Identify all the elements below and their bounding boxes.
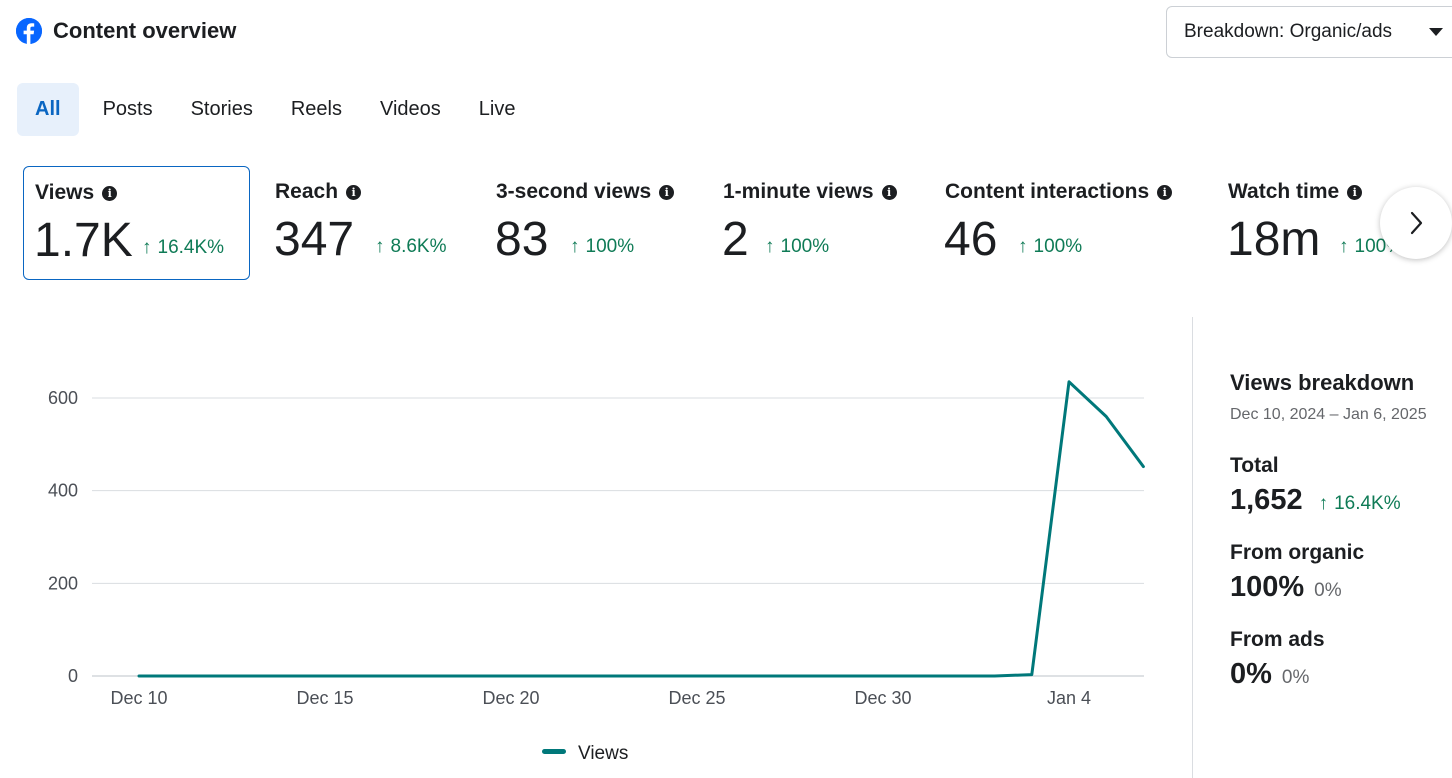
tab-all[interactable]: All: [17, 83, 79, 136]
metric-change: ↑ 100%: [1018, 236, 1082, 258]
chevron-right-icon: [1410, 211, 1423, 235]
info-icon[interactable]: i: [881, 184, 897, 200]
views-breakdown-panel: Views breakdown Dec 10, 2024 – Jan 6, 20…: [1230, 370, 1452, 691]
metric-title: Reach i: [275, 180, 362, 204]
x-tick-label: Dec 30: [854, 688, 911, 708]
metric-change-text: 16.4K%: [157, 237, 225, 258]
metric-title: 3-second views i: [496, 180, 675, 204]
breakdown-dropdown[interactable]: Breakdown: Organic/ads: [1166, 6, 1452, 58]
metric-card-views[interactable]: Views i 1.7K ↑ 16.4K%: [23, 166, 250, 280]
x-tick-label: Dec 15: [296, 688, 353, 708]
metric-change: ↑ 8.6K%: [375, 236, 446, 258]
breakdown-title: Views breakdown: [1230, 370, 1415, 395]
info-icon[interactable]: i: [1347, 184, 1363, 200]
up-arrow-icon: ↑: [142, 237, 152, 258]
x-tick-label: Dec 20: [482, 688, 539, 708]
breakdown-date-range: Dec 10, 2024 – Jan 6, 2025: [1230, 406, 1427, 423]
organic-label: From organic: [1230, 541, 1365, 564]
breakdown-dropdown-label: Breakdown: Organic/ads: [1184, 21, 1393, 42]
metric-value: 83: [495, 213, 549, 266]
metric-card-1-minute-views[interactable]: 1-minute views i 2 ↑ 100%: [712, 166, 918, 280]
metric-title-text: Views: [35, 181, 95, 204]
info-icon[interactable]: i: [659, 184, 675, 200]
metric-change: ↑ 16.4K%: [142, 237, 224, 259]
metric-title-text: Content interactions: [945, 180, 1150, 203]
info-icon[interactable]: i: [102, 185, 118, 201]
up-arrow-icon: ↑: [1318, 493, 1329, 514]
metric-value: 1.7K: [34, 214, 133, 267]
total-row: 1,652 ↑ 16.4K%: [1230, 484, 1452, 517]
tab-reels[interactable]: Reels: [290, 98, 342, 120]
total-change: ↑ 16.4K%: [1319, 493, 1401, 515]
facebook-icon: [16, 18, 42, 44]
views-series-line[interactable]: [137, 380, 1145, 678]
y-tick-label: 200: [48, 573, 78, 593]
metric-card-reach[interactable]: Reach i 347 ↑ 8.6K%: [264, 166, 469, 280]
metric-title: 1-minute views i: [723, 180, 897, 204]
up-arrow-icon: ↑: [375, 236, 385, 257]
y-tick-label: 600: [48, 388, 78, 408]
content-type-tabs: All Posts Stories Reels Videos Live: [17, 83, 539, 136]
metric-value: 46: [944, 213, 998, 266]
metric-change-text: 100%: [1033, 236, 1083, 257]
metric-value: 18m: [1227, 213, 1321, 266]
metric-change: ↑ 100%: [570, 236, 634, 258]
metric-card-watch-time[interactable]: Watch time i 18m ↑ 100%: [1217, 166, 1452, 280]
metric-title: Watch time i: [1228, 180, 1363, 204]
total-value: 1,652: [1230, 484, 1303, 516]
metric-change-text: 8.6K%: [390, 236, 447, 257]
ads-value: 0%: [1230, 658, 1272, 690]
ads-change: 0%: [1281, 667, 1310, 688]
legend-swatch: [542, 749, 566, 754]
ads-label: From ads: [1230, 628, 1325, 651]
x-tick-label: Dec 25: [668, 688, 725, 708]
page-title: Content overview: [53, 18, 237, 43]
metric-value: 347: [274, 213, 355, 266]
up-arrow-icon: ↑: [765, 236, 775, 257]
tab-posts[interactable]: Posts: [102, 98, 153, 120]
info-icon[interactable]: i: [346, 184, 362, 200]
ads-row: 0% 0%: [1230, 658, 1452, 691]
total-change-text: 16.4K%: [1334, 493, 1401, 514]
metric-change: ↑ 100%: [765, 236, 829, 258]
metric-card-content-interactions[interactable]: Content interactions i 46 ↑ 100%: [934, 166, 1204, 280]
x-tick-label: Dec 10: [110, 688, 167, 708]
y-tick-label: 400: [48, 481, 78, 501]
up-arrow-icon: ↑: [1018, 236, 1028, 257]
metric-title-text: 3-second views: [496, 180, 652, 203]
metric-value: 2: [722, 213, 749, 266]
metric-change-text: 100%: [780, 236, 830, 257]
metric-title-text: Reach: [275, 180, 339, 203]
legend-label: Views: [578, 743, 628, 764]
metric-title: Views i: [35, 181, 118, 205]
views-line-chart: 0 200 400 600 Dec 10 Dec 15 Dec 20 Dec 25 Dec 3…: [48, 380, 1145, 764]
next-metrics-button[interactable]: [1380, 187, 1452, 259]
organic-row: 100% 0%: [1230, 571, 1452, 604]
metric-card-3-second-views[interactable]: 3-second views i 83 ↑ 100%: [485, 166, 697, 280]
organic-change: 0%: [1314, 580, 1342, 601]
panel-divider: [1192, 317, 1193, 778]
metric-title: Content interactions i: [945, 180, 1173, 204]
page-header: Content overview: [16, 18, 236, 44]
tab-live[interactable]: Live: [478, 98, 516, 120]
metric-change-text: 100%: [585, 236, 635, 257]
organic-value: 100%: [1230, 571, 1305, 603]
caret-down-icon: [1429, 28, 1443, 36]
total-label: Total: [1230, 454, 1279, 477]
up-arrow-icon: ↑: [1339, 236, 1349, 257]
tab-videos[interactable]: Videos: [379, 98, 441, 120]
tab-stories[interactable]: Stories: [190, 98, 253, 120]
metrics-carousel: Views i 1.7K ↑ 16.4K% Reach i 347 ↑ 8.6K% …: [23, 166, 1452, 281]
metric-title-text: 1-minute views: [723, 180, 874, 203]
info-icon[interactable]: i: [1157, 184, 1173, 200]
y-tick-label: 0: [68, 666, 78, 686]
up-arrow-icon: ↑: [570, 236, 580, 257]
x-tick-label: Jan 4: [1047, 688, 1091, 708]
metric-title-text: Watch time: [1228, 180, 1340, 203]
